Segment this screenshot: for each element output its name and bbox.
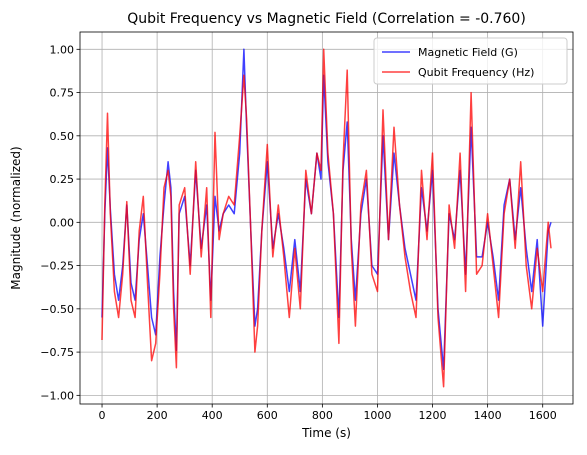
- series-line-1: [101, 48, 552, 388]
- legend-label: Qubit Frequency (Hz): [418, 66, 534, 79]
- y-axis-ticks: −1.00 −0.75 −0.50 −0.25 0.00 0.25 0.50 0.75 1.00: [40, 43, 80, 402]
- x-tick-label: 1400: [474, 409, 502, 422]
- legend-label: Magnetic Field (G): [418, 46, 518, 59]
- x-tick-label: 1600: [529, 409, 557, 422]
- x-tick-label: 0: [99, 409, 106, 422]
- x-tick-label: 1200: [419, 409, 447, 422]
- x-axis-label: Time (s): [301, 426, 351, 440]
- plot-frame: [79, 31, 574, 405]
- y-tick-label: 0.00: [50, 216, 75, 229]
- y-axis-label: Magnitude (normalized): [9, 146, 23, 289]
- x-axis-ticks: 0 200 400 600 800 1000 1200 1400 1600: [99, 404, 557, 422]
- legend-box: [373, 37, 568, 85]
- y-tick-label: −0.75: [40, 346, 74, 359]
- y-tick-label: −1.00: [40, 389, 74, 402]
- legend: Magnetic Field (G) Qubit Frequency (Hz): [373, 37, 568, 85]
- x-tick-label: 1000: [363, 409, 391, 422]
- y-tick-label: −0.50: [40, 303, 74, 316]
- x-tick-label: 400: [202, 409, 223, 422]
- chart-title: Qubit Frequency vs Magnetic Field (Corre…: [127, 11, 526, 27]
- y-tick-label: 0.25: [50, 173, 75, 186]
- x-tick-label: 200: [147, 409, 168, 422]
- y-tick-label: 0.50: [50, 130, 75, 143]
- series-layer: [101, 48, 552, 388]
- y-tick-label: 1.00: [50, 43, 75, 56]
- x-tick-label: 800: [312, 409, 333, 422]
- y-tick-label: 0.75: [50, 87, 75, 100]
- y-tick-label: −0.25: [40, 260, 74, 273]
- x-tick-label: 600: [257, 409, 278, 422]
